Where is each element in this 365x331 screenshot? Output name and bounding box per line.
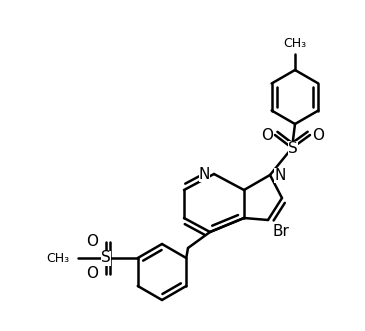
Text: Br: Br: [273, 224, 290, 240]
Text: O: O: [261, 127, 273, 143]
Text: O: O: [86, 266, 98, 281]
Text: S: S: [288, 140, 298, 156]
Text: CH₃: CH₃: [284, 37, 307, 50]
Text: O: O: [86, 234, 98, 250]
Text: CH₃: CH₃: [47, 252, 70, 264]
Text: N: N: [199, 166, 210, 181]
Text: S: S: [101, 251, 111, 265]
Text: N: N: [274, 167, 285, 182]
Text: O: O: [312, 127, 324, 143]
